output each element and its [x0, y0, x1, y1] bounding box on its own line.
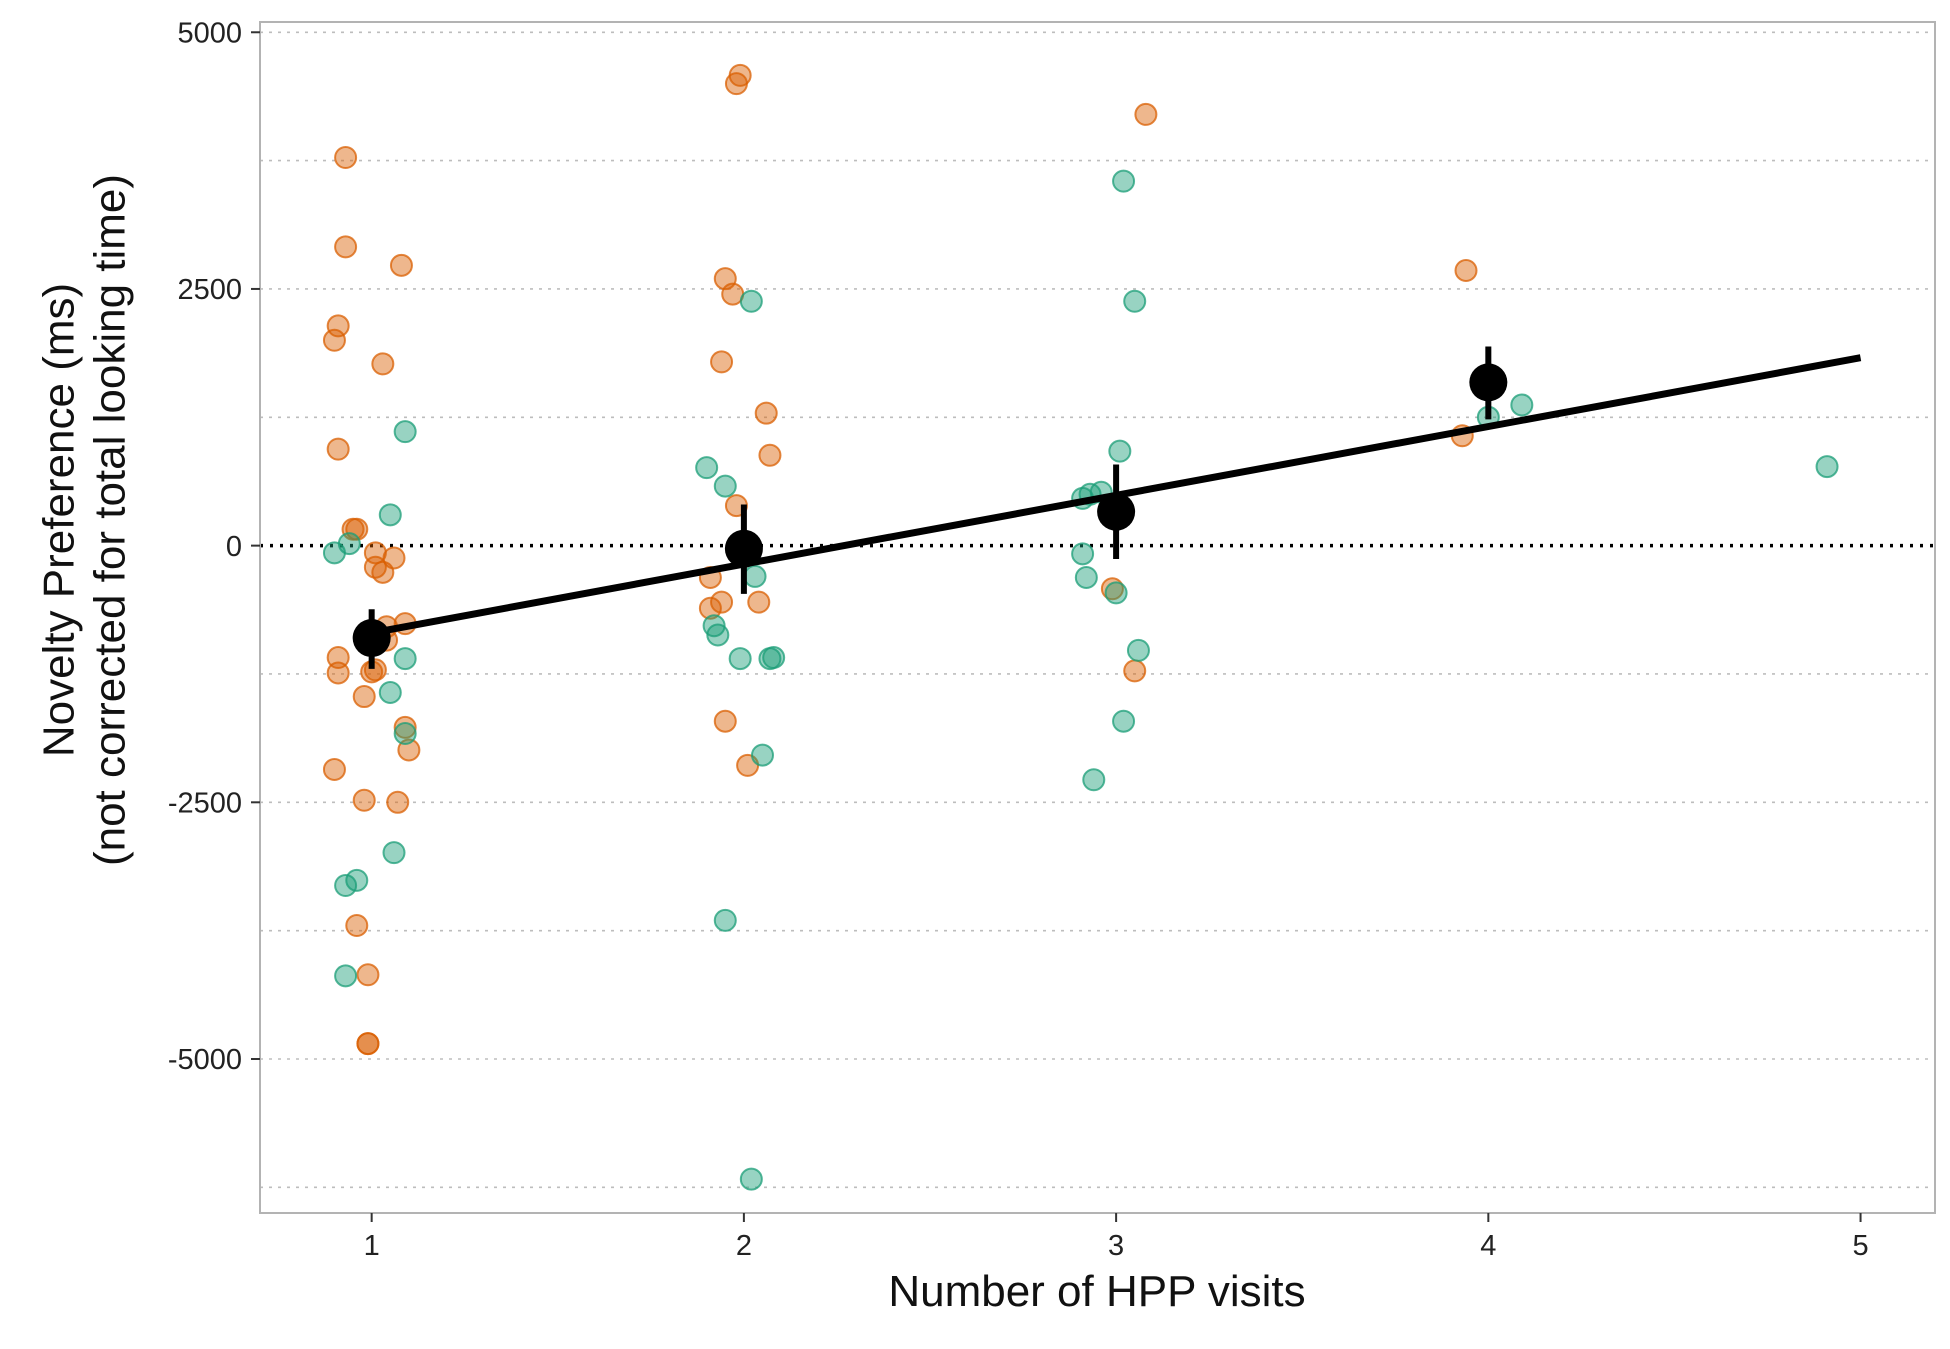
data-point-orange: [326, 437, 350, 461]
data-point-orange: [334, 146, 358, 170]
data-point-orange: [747, 590, 771, 614]
data-point-orange: [326, 661, 350, 685]
data-point-orange: [322, 757, 346, 781]
data-point-green: [751, 743, 774, 767]
data-point-green: [1510, 393, 1534, 417]
x-tick-label: 4: [1480, 1230, 1496, 1262]
data-point-green: [334, 964, 358, 988]
data-point-green: [1071, 542, 1095, 566]
mean-point: [724, 529, 763, 568]
data-point-orange: [345, 914, 369, 938]
data-point-green: [1815, 455, 1839, 479]
data-point-green: [378, 680, 402, 704]
axes-layer: 5000 2500 0 -2500 -5000 1 2 3 4 5: [168, 17, 1869, 1262]
data-point-orange: [352, 685, 376, 709]
y-tick-label: 2500: [177, 274, 242, 306]
y-axis-title-line2: (not corrected for total looking time): [85, 174, 134, 866]
data-point-green: [762, 646, 786, 670]
data-point-green: [393, 722, 417, 746]
y-axis-title-line1: Novelty Preference (ms): [34, 283, 83, 757]
data-point-orange: [754, 401, 778, 425]
data-point-orange: [356, 963, 380, 987]
data-point-green: [345, 868, 369, 892]
data-point-green: [713, 908, 737, 932]
mean-point: [1097, 492, 1136, 531]
data-point-green: [706, 623, 730, 647]
data-point-green: [728, 647, 752, 671]
data-point-orange: [386, 790, 410, 814]
data-point-green: [739, 289, 763, 313]
data-point-orange: [710, 590, 734, 614]
data-point-orange: [1134, 102, 1158, 126]
data-point-orange: [326, 314, 350, 338]
x-tick-label: 1: [364, 1230, 380, 1262]
means-layer: [352, 346, 1508, 669]
data-point-orange: [724, 72, 748, 96]
data-point-orange: [389, 253, 413, 277]
mean-point: [1469, 363, 1508, 402]
y-tick-label: 0: [226, 531, 242, 563]
mean-point: [352, 619, 391, 658]
data-point-orange: [1123, 659, 1147, 683]
panel-border: [259, 21, 1936, 1214]
y-tick-label: -5000: [168, 1044, 242, 1076]
data-point-orange: [322, 328, 346, 352]
data-point-orange: [1100, 577, 1124, 601]
data-point-green: [695, 456, 719, 480]
points-layer: [322, 63, 1839, 1191]
data-point-green: [382, 841, 406, 865]
data-point-orange: [352, 788, 376, 812]
x-axis-title: Number of HPP visits: [888, 1267, 1305, 1316]
y-tick-label: -2500: [168, 787, 242, 819]
data-point-green: [713, 474, 737, 498]
x-tick-label: 2: [736, 1230, 752, 1262]
data-point-orange: [698, 596, 722, 620]
data-point-orange: [371, 560, 395, 584]
data-point-green: [1112, 169, 1136, 193]
data-point-orange: [393, 715, 417, 739]
data-point-green: [322, 541, 346, 565]
data-point-orange: [1454, 258, 1478, 282]
data-point-green: [393, 420, 417, 444]
data-point-orange: [356, 1032, 380, 1056]
data-point-green: [739, 1167, 763, 1191]
data-point-green: [1104, 581, 1128, 605]
y-tick-label: 5000: [177, 17, 242, 49]
data-point-green: [1112, 709, 1136, 733]
data-point-green: [1123, 289, 1147, 313]
data-point-green: [378, 503, 402, 527]
data-point-orange: [758, 443, 782, 467]
grid-layer: [260, 31, 1935, 1189]
data-point-green: [393, 647, 417, 671]
data-point-green: [1108, 439, 1132, 463]
data-point-green: [334, 873, 358, 897]
data-point-green: [1082, 768, 1106, 792]
data-point-orange: [710, 350, 734, 374]
data-point-green: [743, 564, 767, 588]
data-point-orange: [713, 709, 737, 733]
x-tick-label: 5: [1852, 1230, 1868, 1262]
data-point-orange: [345, 517, 369, 541]
x-tick-label: 3: [1108, 1230, 1124, 1262]
data-point-orange: [371, 352, 395, 376]
data-point-green: [1074, 565, 1098, 589]
data-point-green: [1126, 638, 1150, 662]
data-point-orange: [334, 235, 358, 259]
